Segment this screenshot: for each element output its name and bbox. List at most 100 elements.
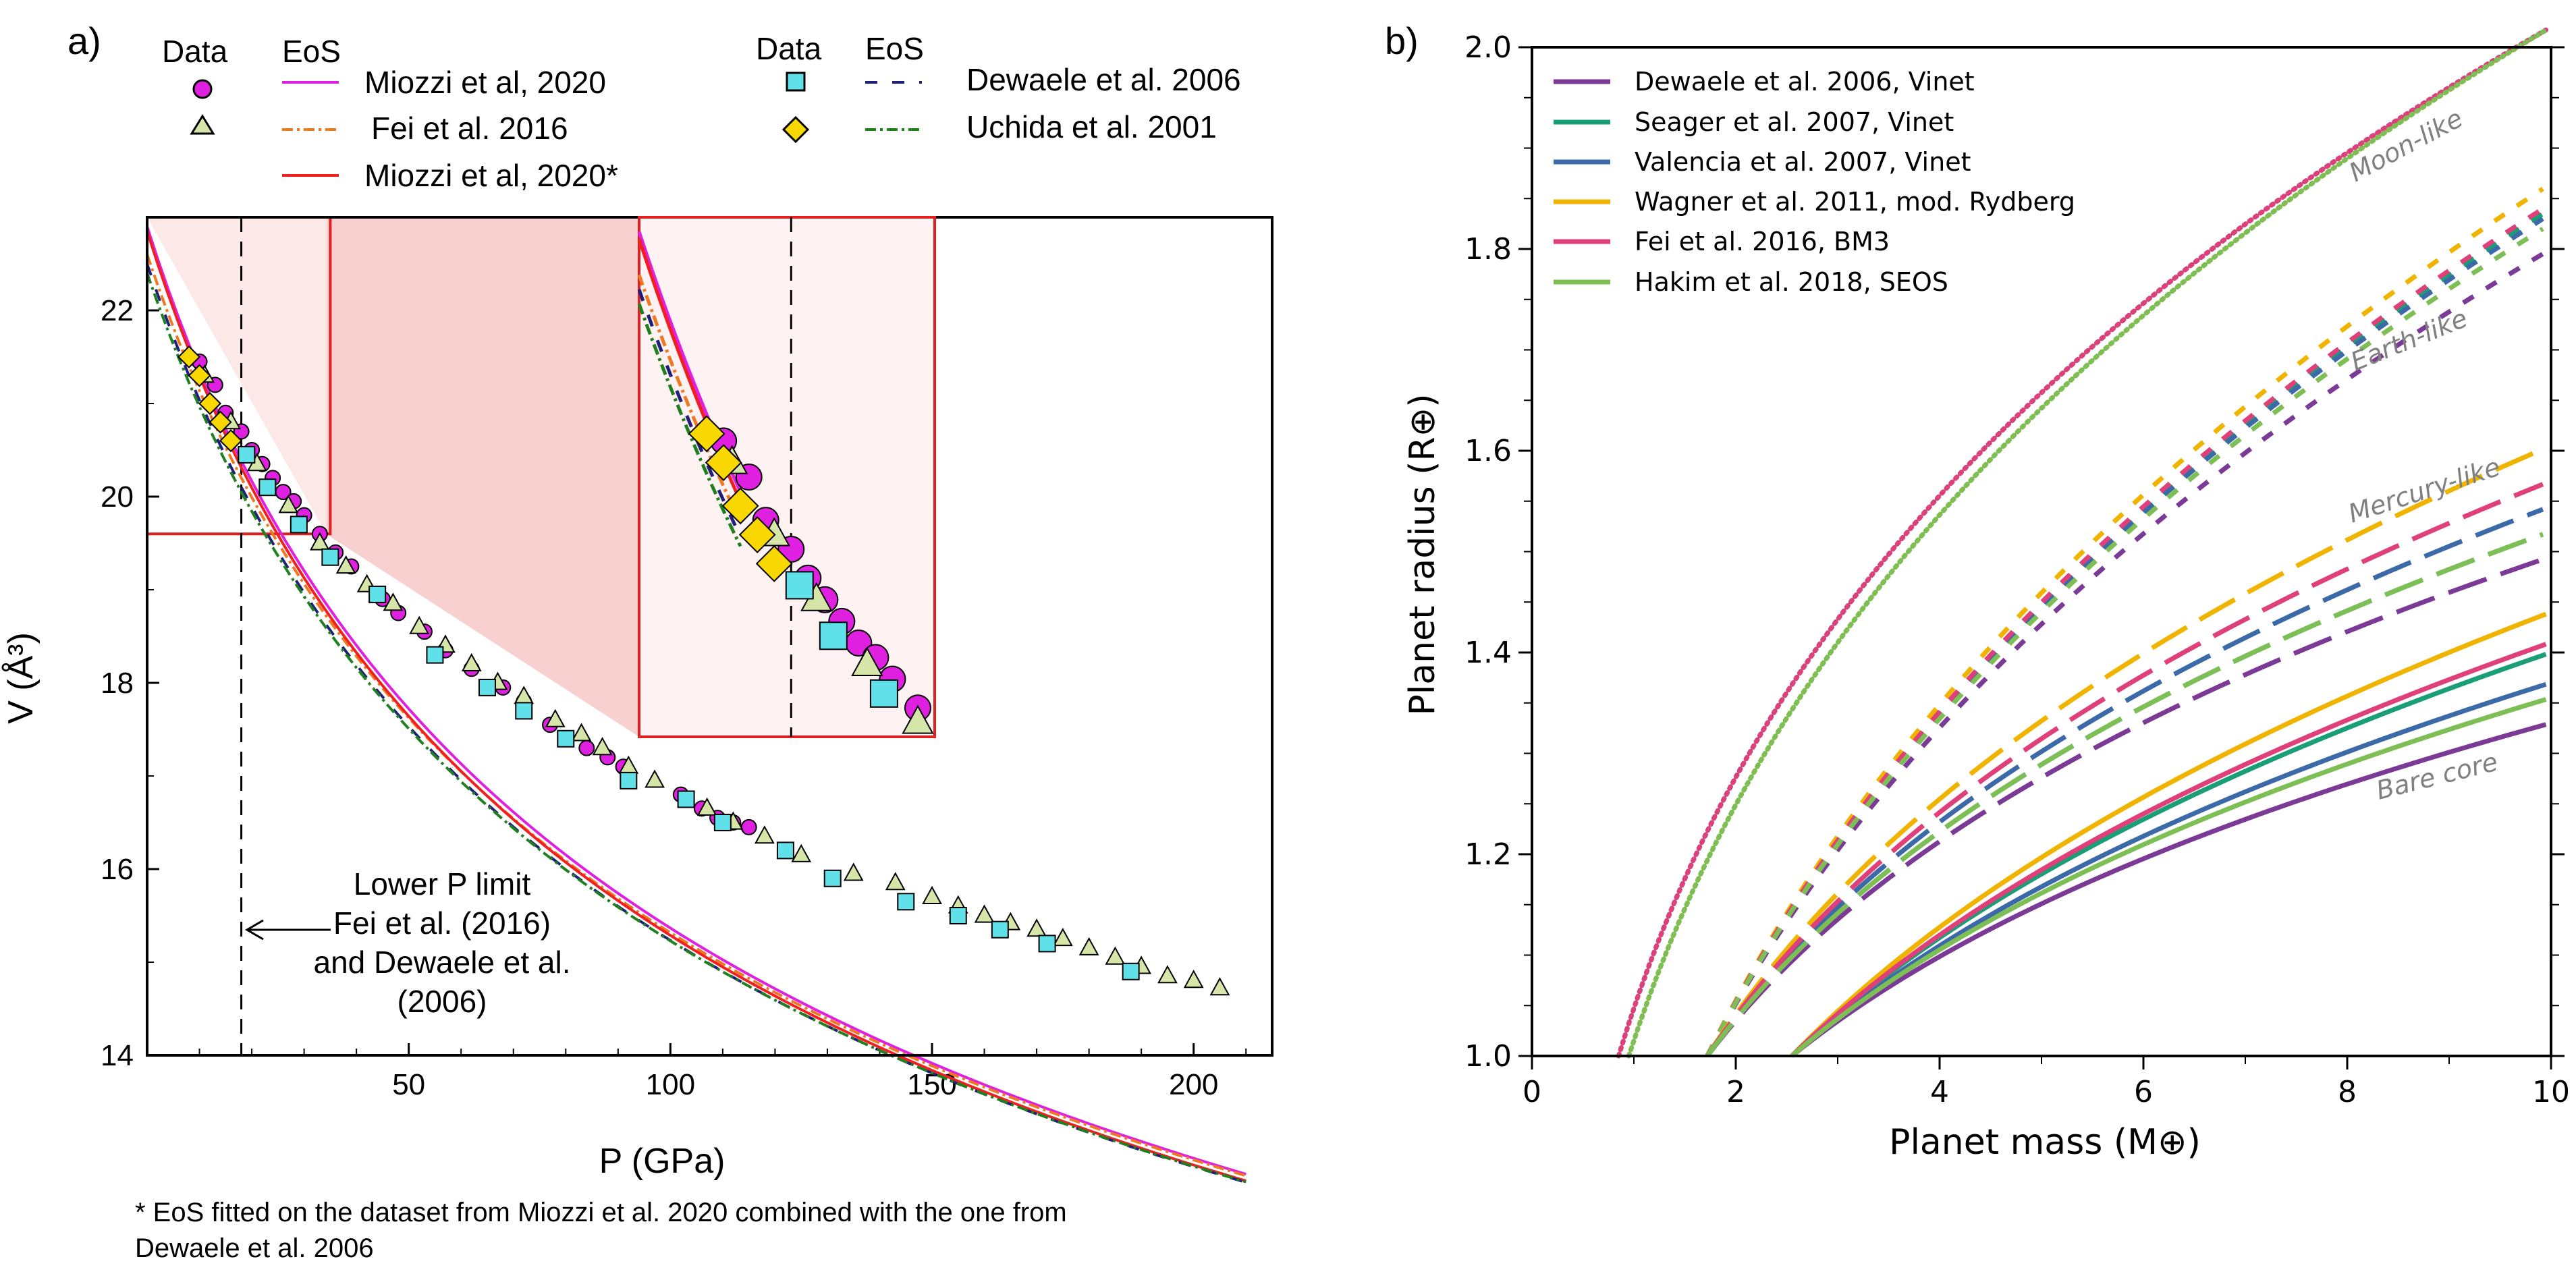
curve-mercury-like-5 [1705,532,2544,1058]
legend-label-miozzi-star: Miozzi et al, 2020* [364,158,618,193]
y-axis-label-b: Planet radius (R⊕) [1402,393,1443,715]
data-point-circle [578,740,595,756]
data-point-square [620,771,638,789]
legend-b-label-seager: Seager et al. 2007, Vinet [1635,107,1954,137]
data-point-square [290,516,308,534]
curve-moon-like-2 [1616,27,2548,1059]
zoom-region-fill [147,217,327,534]
data-point-triangle [843,862,864,881]
curve-moon-like-0 [1616,27,2548,1059]
data-point-triangle [645,769,665,788]
legend-label-miozzi: Miozzi et al, 2020 [364,65,606,100]
panel-a-label: a) [67,20,101,62]
inset-data-point-triangle [851,646,883,677]
curve-mercury-like-4 [1705,482,2544,1057]
data-point-square [515,702,533,720]
legend-header-data-1: Data [162,34,228,69]
axes-frame-b [1531,46,2552,1057]
curve-earth-like-3 [1705,186,2544,1057]
eos-dewaele [146,263,1246,1184]
data-point-triangle [1078,937,1099,955]
curve-mercury-like-0 [1705,557,2544,1058]
y-tick-label-a: 22 [101,294,134,327]
x-tick-label-b: 8 [2338,1075,2357,1109]
y-tick-label-a: 20 [101,480,134,513]
inset-data-point-diamond [721,487,759,525]
data-point-triangle [514,686,535,704]
legend-b-label-hakim: Hakim et al. 2018, SEOS [1635,267,1948,297]
curve-earth-like-5 [1705,227,2544,1057]
inset-data-point-diamond [705,444,742,482]
legend-marker-miozzi [192,79,213,99]
eos-miozzi-star [146,231,1246,1183]
panel-b: b) 0 2 4 6 8 10 1.0 1.2 1.4 1.6 1.8 2.0 Dewaele et … [1385,20,2570,1163]
data-point-diamond [198,391,222,416]
inset-plot [637,217,934,737]
data-point-triangle [974,904,995,923]
annotation-mercury-like: Mercury-like [2345,451,2504,528]
data-point-triangle [885,872,906,891]
data-point-square [713,814,732,831]
legend-label-dewaele: Dewaele et al. 2006 [966,62,1241,97]
legend-header-eos-2: EoS [865,31,924,66]
inset-data-point-square [869,679,898,708]
inset-eos-fei [637,274,742,524]
data-point-triangle [696,797,717,816]
data-point-triangle [545,708,566,727]
inset-data-point-diamond [755,545,793,582]
curve-moon-like-5 [1626,28,2548,1059]
inset-box [638,216,936,738]
y-tick-label-b: 1.8 [1464,232,1512,267]
limit-arrowhead [245,919,264,941]
y-tick-label-b: 1.4 [1464,636,1512,670]
eos-fei [146,254,1246,1177]
curve-moon-like-4 [1616,27,2548,1059]
data-point-square [321,548,339,566]
data-point-circle [740,818,757,835]
inset-eos-dewaele [637,289,742,538]
legend-b-label-fei: Fei et al. 2016, BM3 [1635,227,1890,256]
legend-b-label-wagner: Wagner et al. 2011, mod. Rydberg [1635,187,2075,217]
panel-a: a) Data EoS Data EoS Miozzi et al, 2020 … [1,20,1273,1263]
x-axis-label-a: P (GPa) [599,1142,725,1181]
data-point-triangle [1052,928,1073,947]
data-point-triangle [755,825,775,844]
legend-header-eos-1: EoS [282,34,341,69]
data-point-triangle [1157,965,1178,984]
data-point-square [368,585,387,603]
curve-earth-like-2 [1705,217,2544,1057]
x-axis-label-b: Planet mass (M⊕) [1889,1122,2201,1163]
y-tick-label-a: 14 [101,1039,134,1072]
inset-data-point-diamond [688,415,725,453]
data-point-triangle [309,532,330,551]
data-point-triangle [409,615,430,634]
x-tick-label-b: 2 [1726,1075,1745,1109]
data-point-square [238,445,256,464]
plot-area-b: 0 2 4 6 8 10 1.0 1.2 1.4 1.6 1.8 2.0 [1464,27,2570,1109]
legend-b-label-valencia: Valencia et al. 2007, Vinet [1635,147,1971,177]
limit-text-3: and Dewaele et al. [313,945,570,980]
zoom-wedge [327,217,639,737]
footnote-line-1: * EoS fitted on the dataset from Miozzi … [135,1198,1067,1227]
x-tick-label-a: 200 [1169,1068,1218,1101]
limit-text-1: Lower P limit [354,866,531,901]
legend-a: Data EoS Data EoS Miozzi et al, 2020 Fei… [162,31,1241,193]
x-tick-label-a: 50 [392,1068,425,1101]
x-tick-label-b: 0 [1523,1075,1541,1109]
legend-b: Dewaele et al. 2006, Vinet Seager et al.… [1554,67,2075,297]
inset-data-point-triangle [902,704,934,734]
data-point-triangle [383,592,404,611]
inset-data-point-square [819,621,848,650]
data-point-triangle [1209,977,1230,996]
data-point-triangle [1183,970,1204,989]
y-tick-label-b: 2.0 [1464,30,1512,65]
data-point-triangle [571,723,592,742]
data-point-triangle [461,652,482,671]
eos-uchida [146,273,1246,1184]
data-point-square [258,478,277,497]
curve-mercury-like-2 [1705,507,2544,1058]
curve-bare core-0 [1790,722,2547,1058]
y-tick-label-b: 1.2 [1464,837,1512,872]
